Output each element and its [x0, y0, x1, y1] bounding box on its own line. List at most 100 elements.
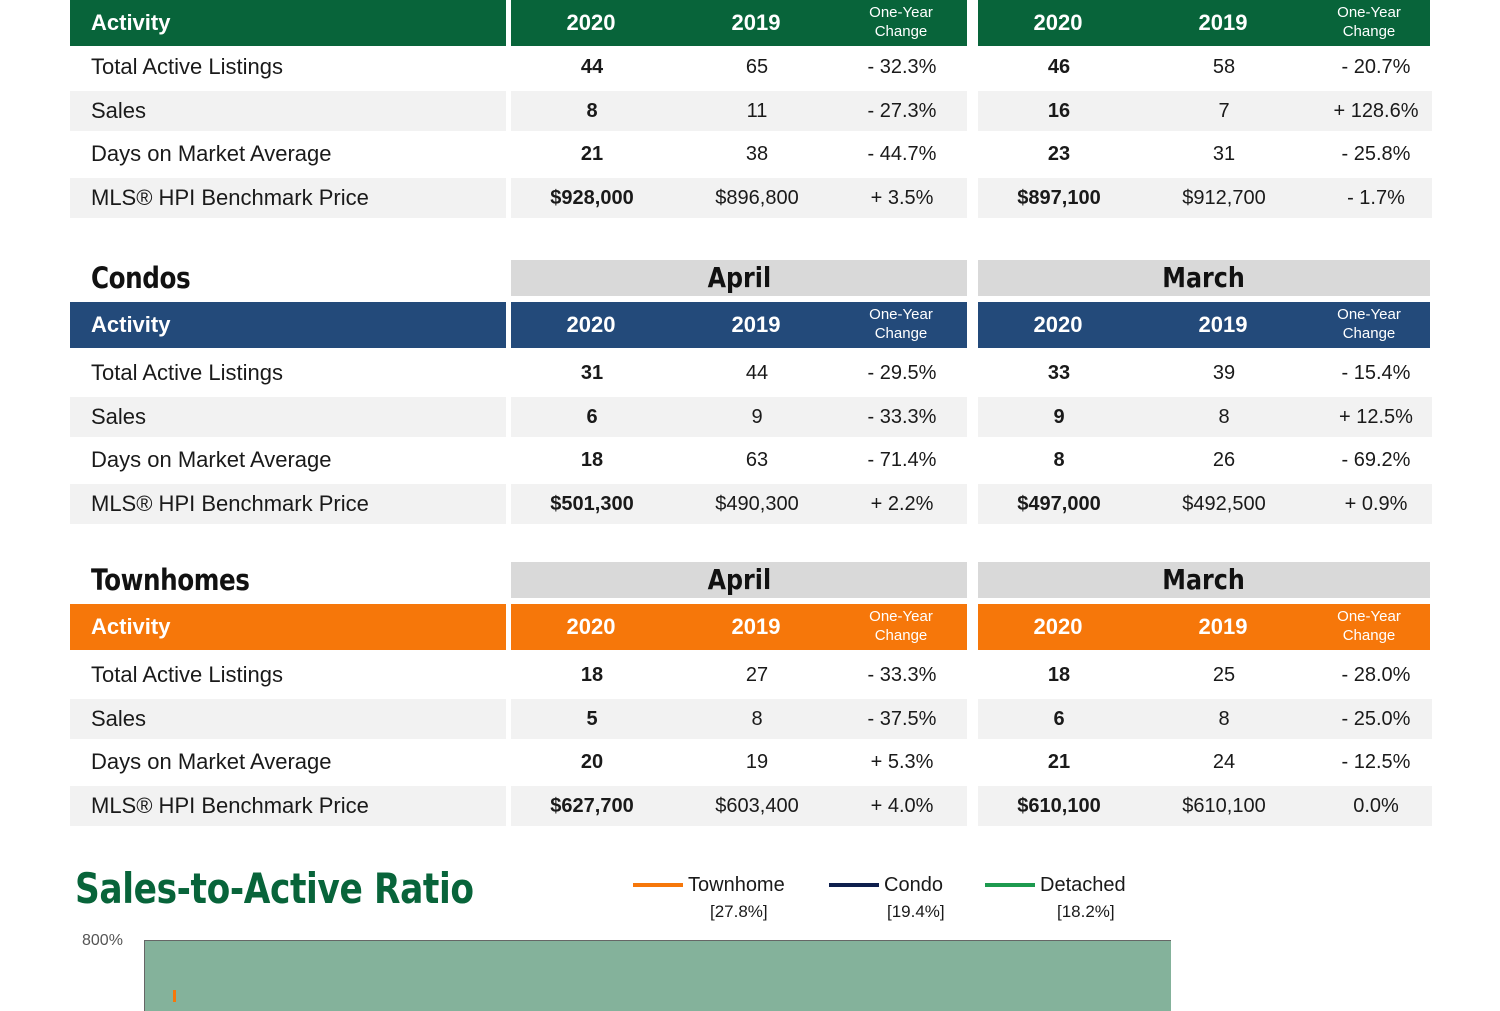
- april-change-value: - 27.3%: [867, 99, 937, 122]
- table-row: Days on Market Average 21 38 - 44.7% 23 31 - 2…: [0, 134, 1500, 174]
- activity-snapshot-label: Activity Snapshot: [91, 312, 192, 383]
- march-2020-header: 2020: [1033, 614, 1083, 639]
- row-label: Total Active Listings: [91, 360, 283, 385]
- april-change-value: - 71.4%: [867, 449, 937, 471]
- april-change-value: - 37.5%: [867, 707, 937, 730]
- table-row: Total Active Listings 44 65 - 32.3% 46 58 - 20…: [0, 47, 1500, 87]
- section-title: Townhomes: [91, 563, 250, 597]
- april-2019-value: 27: [745, 664, 769, 686]
- table-row: MLS® HPI Benchmark Price $627,700 $603,400…: [0, 785, 1500, 826]
- april-change-value: - 44.7%: [867, 143, 937, 165]
- april-2019-header: 2019: [731, 10, 781, 35]
- row-label: Days on Market Average: [91, 141, 332, 166]
- april-2019-value: 9: [751, 405, 763, 428]
- march-2019-value: $912,700: [1182, 186, 1266, 209]
- activity-snapshot-label: Activity Snapshot: [91, 10, 192, 81]
- april-2020-value: 44: [580, 56, 604, 78]
- april-2019-value: $603,400: [715, 794, 799, 817]
- april-2019-value: 19: [745, 751, 769, 773]
- april-header: April: [511, 260, 967, 296]
- table-row: Days on Market Average 18 63 - 71.4% 8 26 - 69…: [0, 440, 1500, 480]
- march-2020-value: 21: [1047, 751, 1071, 773]
- row-label: Sales: [91, 705, 147, 731]
- march-change-value: - 20.7%: [1341, 56, 1411, 78]
- april-2020-value: 18: [580, 449, 604, 471]
- march-change-value: - 1.7%: [1347, 186, 1405, 209]
- march-2019-value: 31: [1212, 143, 1236, 165]
- march-change-value: - 69.2%: [1341, 449, 1411, 471]
- row-label: Total Active Listings: [91, 54, 283, 79]
- condo-legend-pct: [19.4%]: [887, 902, 945, 921]
- ratio-title: Sales-to-Active Ratio: [75, 864, 474, 913]
- march-2019-header: 2019: [1198, 10, 1248, 35]
- march-2019-value: 7: [1218, 99, 1230, 122]
- april-2020-value: 31: [580, 362, 604, 384]
- april-2019-value: 44: [745, 362, 769, 384]
- april-change-value: - 29.5%: [867, 362, 937, 384]
- april-2019-header: 2019: [731, 312, 781, 337]
- condo-legend-label: Condo: [884, 874, 943, 896]
- y-axis-top-label: 800%: [82, 932, 123, 949]
- march-2020-value: 8: [1053, 449, 1065, 471]
- row-label: MLS® HPI Benchmark Price: [91, 792, 369, 818]
- april-2019-value: 65: [745, 56, 769, 78]
- table-row: Sales 8 11 - 27.3% 16 7 + 128.6%: [0, 90, 1500, 131]
- row-label: Sales: [91, 97, 147, 123]
- march-change-value: - 25.8%: [1341, 143, 1411, 165]
- april-2020-value: $928,000: [550, 186, 634, 209]
- april-2020-value: 6: [586, 405, 598, 428]
- table-row: Days on Market Average 20 19 + 5.3% 21 24 - 12…: [0, 742, 1500, 782]
- april-change-value: - 33.3%: [867, 405, 937, 428]
- april-change-header: One-Year Change: [869, 4, 933, 40]
- townhome-legend-line: [633, 883, 683, 887]
- april-2019-value: 8: [751, 707, 763, 730]
- march-change-header: One-Year Change: [1337, 306, 1401, 342]
- condo-legend-line: [829, 883, 879, 887]
- march-2019-value: 39: [1212, 362, 1236, 384]
- april-2020-value: 20: [580, 751, 604, 773]
- table-row: MLS® HPI Benchmark Price $501,300 $490,300…: [0, 483, 1500, 524]
- april-2020-value: 5: [586, 707, 598, 730]
- march-2020-value: $610,100: [1017, 794, 1101, 817]
- townhome-legend-label: Townhome: [688, 874, 785, 896]
- april-2019-value: $490,300: [715, 492, 799, 515]
- march-2020-value: 23: [1047, 143, 1071, 165]
- march-2019-header: 2019: [1198, 312, 1248, 337]
- detached-legend-line: [985, 883, 1035, 887]
- april-2019-value: $896,800: [715, 186, 799, 209]
- march-2019-value: 58: [1212, 56, 1236, 78]
- april-change-value: + 4.0%: [870, 794, 934, 817]
- april-2020-value: $501,300: [550, 492, 634, 515]
- march-change-value: - 15.4%: [1341, 362, 1411, 384]
- april-2019-value: 38: [745, 143, 769, 165]
- april-change-value: + 3.5%: [870, 186, 934, 209]
- april-change-value: - 32.3%: [867, 56, 937, 78]
- march-change-value: + 12.5%: [1339, 405, 1413, 428]
- table-row: Sales 6 9 - 33.3% 9 8 + 12.5%: [0, 396, 1500, 437]
- row-label: MLS® HPI Benchmark Price: [91, 490, 369, 516]
- april-2020-value: 18: [580, 664, 604, 686]
- april-2020-header: 2020: [566, 614, 616, 639]
- april-2019-header: 2019: [731, 614, 781, 639]
- march-change-value: - 12.5%: [1341, 751, 1411, 773]
- april-2019-value: 63: [745, 449, 769, 471]
- march-2020-value: $497,000: [1017, 492, 1101, 515]
- march-change-header: One-Year Change: [1337, 608, 1401, 644]
- row-label: MLS® HPI Benchmark Price: [91, 184, 369, 210]
- april-2020-header: 2020: [566, 10, 616, 35]
- row-label: Total Active Listings: [91, 662, 283, 687]
- april-2020-value: 8: [586, 99, 598, 122]
- april-2019-value: 11: [746, 99, 768, 122]
- row-label: Days on Market Average: [91, 447, 332, 472]
- table-row: Sales 5 8 - 37.5% 6 8 - 25.0%: [0, 698, 1500, 739]
- march-2020-value: 33: [1047, 362, 1071, 384]
- march-change-value: + 128.6%: [1333, 99, 1419, 122]
- detached-legend-label: Detached: [1040, 874, 1126, 896]
- march-2020-value: 9: [1053, 405, 1065, 428]
- april-2020-header: 2020: [566, 312, 616, 337]
- march-2020-header: 2020: [1033, 312, 1083, 337]
- march-2019-header: 2019: [1198, 614, 1248, 639]
- townhome-series-line: [173, 990, 176, 1002]
- march-2020-value: $897,100: [1017, 186, 1101, 209]
- march-2019-value: 24: [1212, 751, 1236, 773]
